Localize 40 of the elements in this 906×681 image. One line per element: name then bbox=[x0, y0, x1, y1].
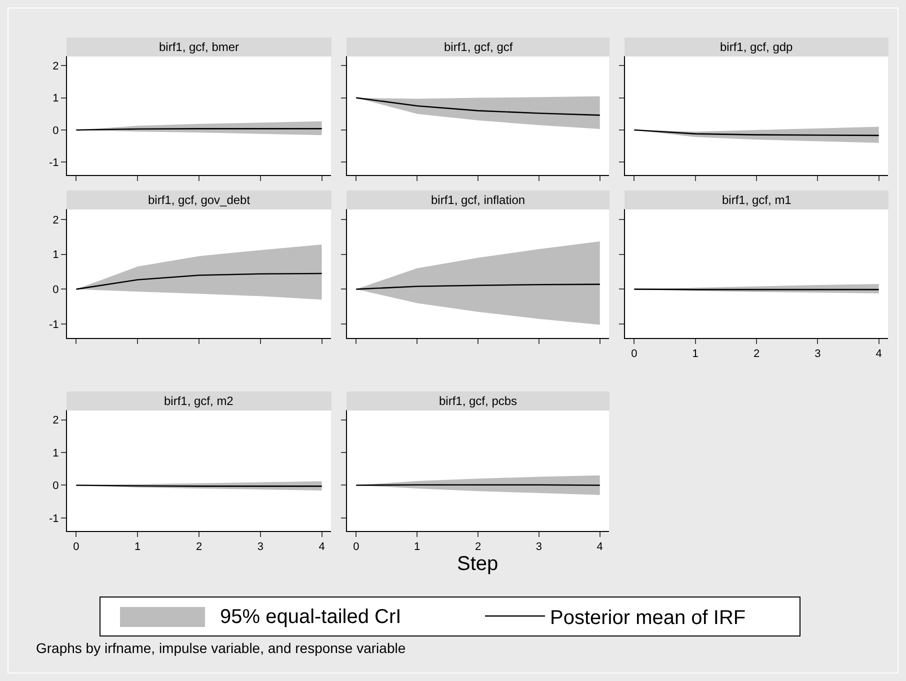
y-tick-label: -1 bbox=[49, 318, 59, 331]
x-tick-label: 1 bbox=[692, 348, 698, 360]
x-tick-label: 2 bbox=[474, 541, 482, 554]
x-tick-label: 4 bbox=[318, 541, 325, 554]
chart-title: birf1, gcf, gov_debt bbox=[148, 193, 251, 207]
x-tick-label: 0 bbox=[353, 541, 360, 554]
y-tick-label: 2 bbox=[52, 214, 59, 226]
y-tick-label: 1 bbox=[52, 447, 59, 460]
y-tick-label: 1 bbox=[52, 249, 59, 262]
y-tick-label: 2 bbox=[52, 60, 59, 72]
x-tick-label: 3 bbox=[814, 348, 821, 360]
y-tick-label: -1 bbox=[49, 156, 59, 169]
y-tick-label: 0 bbox=[52, 480, 59, 492]
x-tick-label: 0 bbox=[73, 541, 80, 554]
x-tick-label: 3 bbox=[257, 541, 264, 554]
chart-title: birf1, gcf, m2 bbox=[164, 394, 234, 408]
text: Graphs by irfname, impulse variable, and response variable bbox=[36, 640, 406, 656]
text: 95% equal-tailed CrI bbox=[220, 606, 402, 628]
y-tick-label: 0 bbox=[52, 124, 59, 137]
x-tick-label: 2 bbox=[753, 348, 760, 360]
chart-title: birf1, gcf, gcf bbox=[444, 40, 514, 54]
x-tick-label: 1 bbox=[134, 541, 141, 554]
chart-title: birf1, gcf, gdp bbox=[720, 40, 794, 54]
x-axis-title: Step bbox=[457, 553, 498, 575]
chart-title: birf1, gcf, pcbs bbox=[439, 394, 518, 408]
x-tick-label: 0 bbox=[631, 348, 638, 360]
chart-title: birf1, gcf, bmer bbox=[159, 40, 240, 54]
y-tick-label: 1 bbox=[52, 92, 59, 105]
x-tick-label: 1 bbox=[414, 541, 420, 554]
line-series bbox=[76, 272, 322, 290]
legend-label: Posterior mean of IRF bbox=[550, 606, 746, 629]
y-tick-label: 0 bbox=[52, 284, 59, 296]
x-tick-label: 4 bbox=[876, 348, 882, 360]
chart-title: birf1, gcf, m1 bbox=[722, 193, 792, 207]
x-tick-label: 4 bbox=[596, 541, 603, 554]
x-tick-label: 2 bbox=[196, 541, 202, 554]
chart-title: birf1, gcf, inflation bbox=[431, 193, 526, 207]
y-tick-label: -1 bbox=[49, 512, 59, 525]
x-tick-label: 3 bbox=[536, 541, 542, 554]
y-tick-label: 2 bbox=[52, 414, 59, 427]
